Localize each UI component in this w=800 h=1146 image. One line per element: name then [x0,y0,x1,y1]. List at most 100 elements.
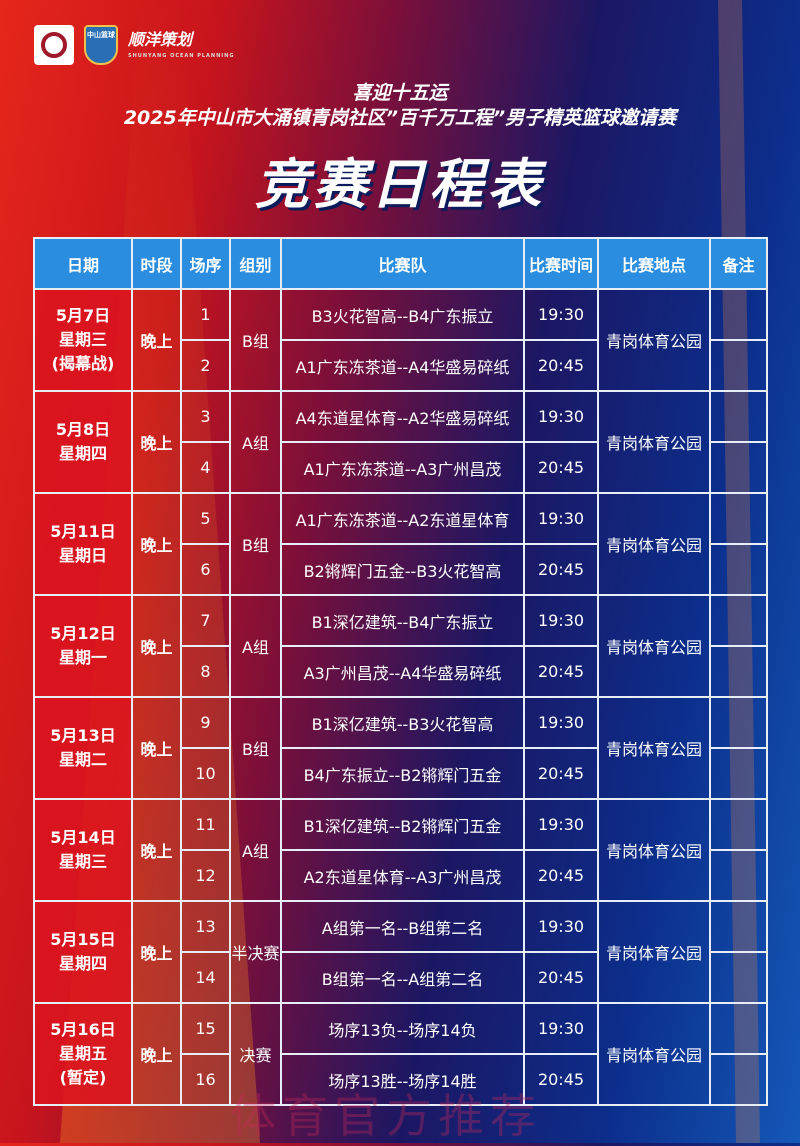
teams-cell: A3广州昌茂--A4华盛易碎纸 [280,645,525,698]
table-row: 5月12日 星期一 晚上 7 A组 B1深亿建筑--B4广东振立 19:30 青岗体育公园 [33,594,768,698]
time-cell: 19:30 [523,594,599,647]
watermark: 体育官方推荐 [230,1089,542,1143]
game-number-cell: 13 [180,900,231,953]
remarks-cell [709,1053,768,1106]
column-header: 场序 [180,237,231,290]
column-header: 备注 [709,237,768,290]
column-header: 比赛地点 [597,237,711,290]
remarks-cell [709,339,768,392]
community-logo [34,25,74,65]
table-row: 5月14日 星期三 晚上 11 A组 B1深亿建筑--B2锵辉门五金 19:30 青岗体育公园 [33,798,768,902]
time-cell: 20:45 [523,747,599,800]
date-line: 5月7日 [55,306,111,325]
time-cell: 20:45 [523,543,599,596]
game-number-cell: 14 [180,951,231,1004]
group-cell: A组 [229,594,282,698]
remarks-cell [709,696,768,749]
table-row: 5月11日 星期日 晚上 5 B组 A1广东冻茶道--A2东道星体育 19:30 青岗体育公园 [33,492,768,596]
game-number-cell: 7 [180,594,231,647]
time-cell: 19:30 [523,798,599,851]
time-cell: 19:30 [523,900,599,953]
date-line: 星期日 [58,546,107,565]
game-number-cell: 9 [180,696,231,749]
remarks-cell [709,900,768,953]
teams-cell: B2锵辉门五金--B3火花智高 [280,543,525,596]
table-row: 14 B组第一名--A组第二名 20:45 [34,951,768,1004]
remarks-cell [709,543,768,596]
time-cell: 19:30 [523,288,599,341]
group-cell: B组 [229,492,282,596]
remarks-cell [709,492,768,545]
teams-cell: B4广东振立--B2锵辉门五金 [280,747,525,800]
date-cell: 5月7日 星期三 (揭幕战) [33,288,133,392]
teams-cell: B1深亿建筑--B4广东振立 [280,594,525,647]
date-line: 星期二 [58,750,107,769]
table-row: 2 A1广东冻茶道--A4华盛易碎纸 20:45 [34,339,768,392]
column-header: 日期 [33,237,133,290]
time-cell: 19:30 [523,390,599,443]
group-cell: A组 [229,390,282,494]
teams-cell: A2东道星体育--A3广州昌茂 [280,849,525,902]
remarks-cell [709,1002,768,1055]
table-row: 12 A2东道星体育--A3广州昌茂 20:45 [34,849,768,902]
time-cell: 20:45 [523,339,599,392]
remarks-cell [709,390,768,443]
date-line: 星期一 [58,648,107,667]
table-row: 5月13日 星期二 晚上 9 B组 B1深亿建筑--B3火花智高 19:30 青岗体育公园 [33,696,768,800]
time-cell: 19:30 [523,1002,599,1055]
date-line: 星期四 [58,444,107,463]
game-number-cell: 11 [180,798,231,851]
period-cell: 晚上 [131,1002,182,1106]
game-number-cell: 4 [180,441,231,494]
teams-cell: B3火花智高--B4广东振立 [280,288,525,341]
table-row: 5月8日 星期四 晚上 3 A组 A4东道星体育--A2华盛易碎纸 19:30 青岗体育公园 [33,390,768,494]
remarks-cell [709,645,768,698]
date-line: 星期三 [58,852,107,871]
venue-cell: 青岗体育公园 [597,594,711,698]
remarks-cell [709,798,768,851]
shunyang-logo: 顺洋策划 SHUNYANG OCEAN PLANNING [128,29,235,59]
remarks-cell [709,849,768,902]
venue-cell: 青岗体育公园 [597,390,711,494]
period-cell: 晚上 [131,900,182,1004]
time-cell: 20:45 [523,849,599,902]
table-row: 5月7日 星期三 (揭幕战) 晚上 1 B组 B3火花智高--B4广东振立 19:30 青岗体育… [33,288,768,392]
period-cell: 晚上 [131,492,182,596]
teams-cell: A1广东冻茶道--A3广州昌茂 [280,441,525,494]
time-cell: 19:30 [523,696,599,749]
game-number-cell: 15 [180,1002,231,1055]
table-row: 8 A3广州昌茂--A4华盛易碎纸 20:45 [34,645,768,698]
column-header: 时段 [131,237,182,290]
game-number-cell: 10 [180,747,231,800]
remarks-cell [709,441,768,494]
date-line: 5月14日 [50,828,116,847]
time-cell: 20:45 [523,645,599,698]
group-cell: 决赛 [229,1002,282,1106]
teams-cell: A组第一名--B组第二名 [280,900,525,953]
teams-cell: A1广东冻茶道--A4华盛易碎纸 [280,339,525,392]
date-line: 星期四 [58,954,107,973]
group-cell: A组 [229,798,282,902]
group-cell: B组 [229,288,282,392]
teams-cell: 场序13负--场序14负 [280,1002,525,1055]
period-cell: 晚上 [131,390,182,494]
table-row: 10 B4广东振立--B2锵辉门五金 20:45 [34,747,768,800]
subtitle: 喜迎十五运 [352,82,448,104]
date-cell: 5月11日星期日 [33,492,133,596]
group-cell: 半决赛 [229,900,282,1004]
venue-cell: 青岗体育公园 [597,288,711,392]
event-title: 2025年中山市大涌镇青岗社区”百千万工程”男子精英篮球邀请赛 [123,107,677,129]
game-number-cell: 5 [180,492,231,545]
remarks-cell [709,951,768,1004]
venue-cell: 青岗体育公园 [597,696,711,800]
date-cell: 5月16日 星期五 (暂定) [33,1002,133,1106]
date-line: 5月11日 [50,522,116,541]
time-cell: 20:45 [523,441,599,494]
period-cell: 晚上 [131,798,182,902]
column-header: 比赛时间 [523,237,599,290]
game-number-cell: 1 [180,288,231,341]
table-header: 日期 时段 场序 组别 比赛队 比赛时间 比赛地点 备注 [33,237,768,290]
teams-cell: B1深亿建筑--B3火花智高 [280,696,525,749]
date-line: 5月15日 [50,930,116,949]
date-line: 5月12日 [50,624,116,643]
